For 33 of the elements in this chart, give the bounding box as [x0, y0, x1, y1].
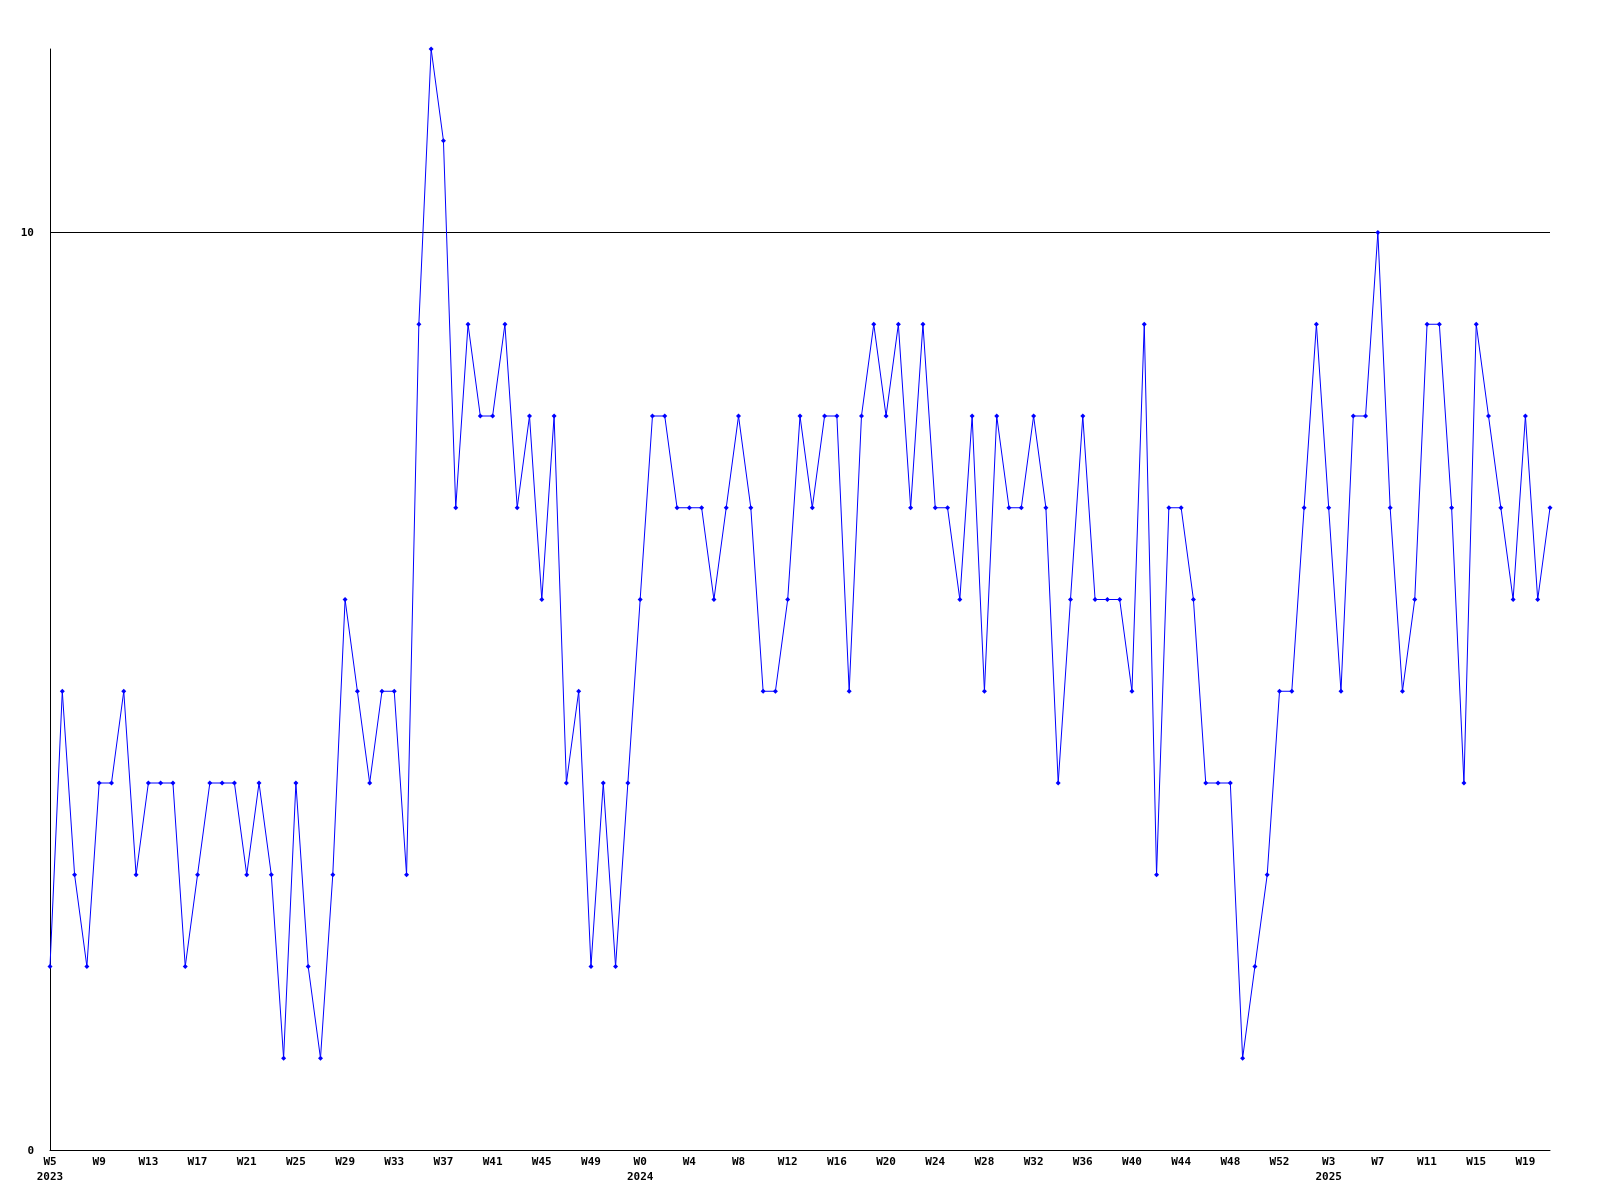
x-tick-label: W40 — [1122, 1155, 1142, 1168]
x-tick-label: W0 2024 — [626, 1155, 654, 1183]
x-tick-label: W8 — [731, 1155, 746, 1168]
x-tick-label: W13 — [138, 1155, 159, 1168]
x-tick-label: W7 — [1371, 1155, 1385, 1168]
x-tick-label: W24 — [925, 1155, 946, 1168]
x-tick-label: W25 — [285, 1155, 306, 1168]
x-tick-label: W5 2023 — [36, 1155, 64, 1183]
x-tick-label: W45 — [531, 1155, 552, 1168]
x-tick-label: W15 — [1466, 1155, 1487, 1168]
x-tick-label: W37 — [433, 1155, 454, 1168]
x-tick-label: W28 — [974, 1155, 995, 1168]
x-tick-label: W32 — [1023, 1155, 1044, 1168]
y-tick-label: 0 — [27, 1143, 34, 1157]
x-tick-label: W49 — [581, 1155, 601, 1168]
x-tick-label: W52 — [1269, 1155, 1290, 1168]
x-tick-label: W21 — [236, 1155, 258, 1168]
x-tick-label: W29 — [335, 1155, 356, 1168]
x-tick-label: W17 — [187, 1155, 208, 1168]
x-tick-label: W16 — [826, 1155, 848, 1168]
x-tick-label: W20 — [876, 1155, 896, 1168]
y-tick-label: 10 — [20, 226, 34, 239]
x-tick-label: W44 — [1171, 1155, 1192, 1168]
x-tick-label: W48 — [1220, 1155, 1241, 1168]
x-tick-label: W41 — [482, 1155, 503, 1168]
x-tick-label: W11 — [1417, 1155, 1438, 1168]
x-tick-label: W9 — [92, 1155, 106, 1168]
x-tick-label: W4 — [682, 1155, 697, 1168]
x-tick-label: W36 — [1072, 1155, 1094, 1168]
x-tick-label: W33 — [384, 1155, 405, 1168]
x-tick-label: W19 — [1515, 1155, 1536, 1168]
x-tick-label: W12 — [777, 1155, 798, 1168]
x-tick-label: W3 2025 — [1315, 1155, 1342, 1183]
